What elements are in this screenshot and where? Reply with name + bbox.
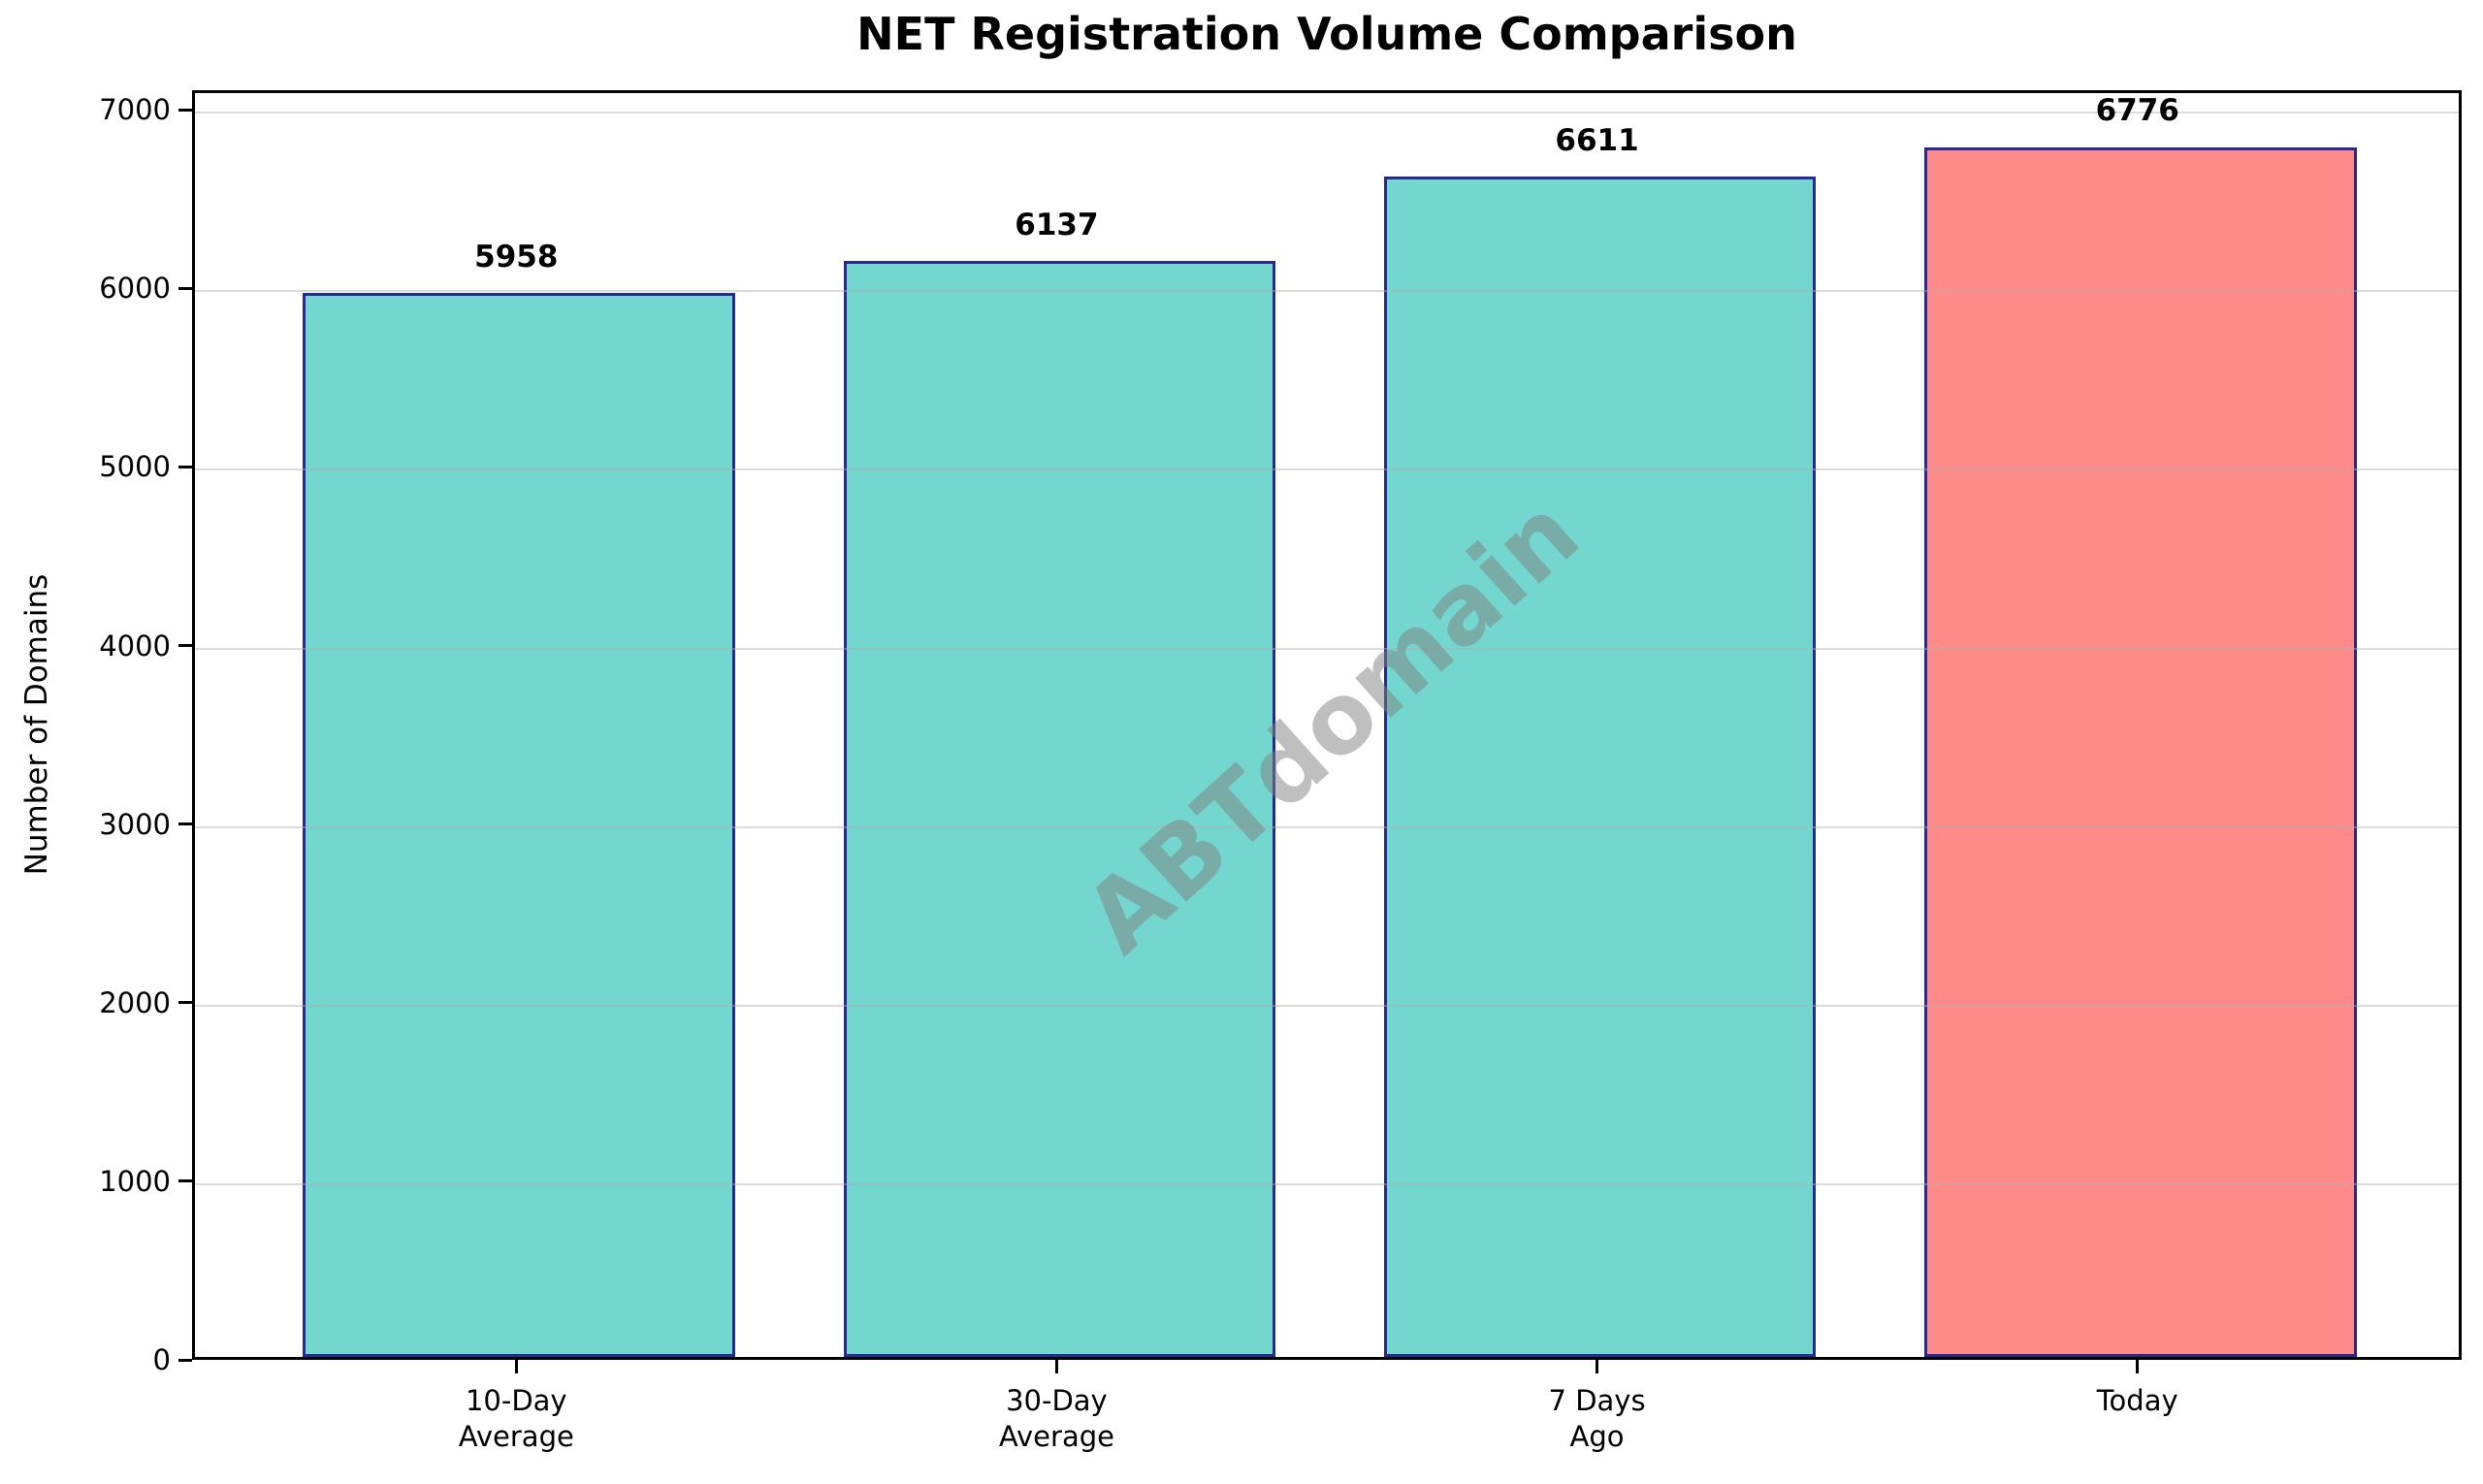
y-tick (178, 1358, 192, 1362)
grid-line (195, 647, 2459, 650)
x-tick (514, 1360, 518, 1373)
x-tick (1596, 1360, 1599, 1373)
grid-line (195, 468, 2459, 471)
grid-line (195, 825, 2459, 828)
y-tick (178, 286, 192, 290)
bar (843, 261, 1276, 1357)
bar-value-label: 6611 (1555, 122, 1639, 158)
y-tick-label: 7000 (99, 93, 171, 127)
bar (1383, 176, 1817, 1357)
y-tick-label: 0 (152, 1343, 171, 1376)
x-tick-label: 10-Day Average (458, 1384, 574, 1453)
grid-line (195, 112, 2459, 114)
x-tick-label: 30-Day Average (998, 1384, 1114, 1453)
y-tick (178, 465, 192, 468)
bar (1923, 146, 2357, 1357)
chart-title: NET Registration Volume Comparison (856, 8, 1797, 60)
bars-layer (195, 93, 2459, 1357)
x-tick-label: Today (2096, 1384, 2178, 1417)
y-tick (178, 823, 192, 826)
plot-area: ABTdomain (192, 90, 2462, 1360)
y-tick-label: 3000 (99, 807, 171, 841)
x-tick (2136, 1360, 2140, 1373)
y-tick-label: 4000 (99, 629, 171, 662)
y-tick-label: 6000 (99, 272, 171, 306)
bar (303, 293, 736, 1357)
x-tick (1054, 1360, 1058, 1373)
y-tick-label: 2000 (99, 985, 171, 1019)
y-tick (178, 108, 192, 112)
grid-layer (195, 93, 2459, 1357)
bar-value-label: 6137 (1015, 208, 1099, 243)
grid-line (195, 1004, 2459, 1007)
bar-value-label: 6776 (2095, 93, 2179, 129)
grid-line (195, 1182, 2459, 1185)
y-tick-label: 1000 (99, 1164, 171, 1198)
grid-line (195, 290, 2459, 293)
x-tick-label: 7 Days Ago (1548, 1384, 1646, 1453)
y-tick (178, 644, 192, 648)
bar-value-label: 5958 (474, 240, 559, 275)
y-tick (178, 1001, 192, 1005)
y-tick (178, 1179, 192, 1183)
y-tick-label: 5000 (99, 450, 171, 484)
